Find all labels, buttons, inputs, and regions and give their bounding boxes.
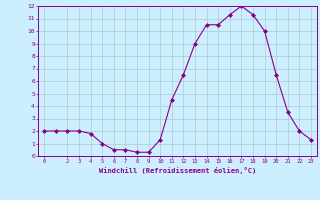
X-axis label: Windchill (Refroidissement éolien,°C): Windchill (Refroidissement éolien,°C) bbox=[99, 167, 256, 174]
